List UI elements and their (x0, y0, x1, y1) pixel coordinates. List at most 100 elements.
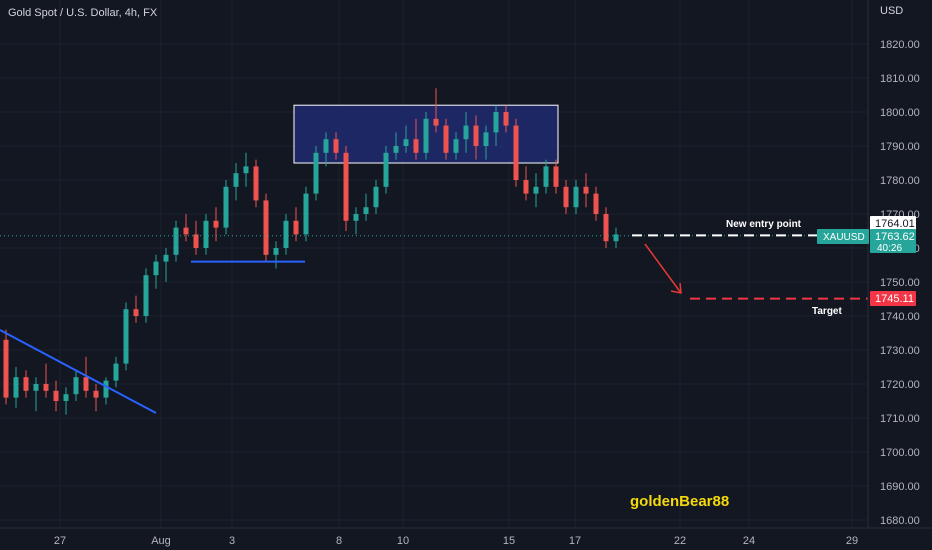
candle-body (183, 227, 189, 235)
entry-price-text: 1764.01 (875, 218, 915, 230)
candle-body (513, 125, 519, 180)
candle-body (133, 309, 139, 316)
entry-annotation-label: New entry point (726, 219, 802, 230)
price-tick-label: 1710.00 (880, 413, 920, 425)
candlestick-series (3, 88, 619, 415)
candle-body (233, 173, 239, 187)
candle-body (163, 254, 169, 262)
candle-body (583, 186, 589, 194)
candle-body (353, 214, 359, 221)
author-watermark: goldenBear88 (630, 493, 729, 510)
candle-body (63, 394, 69, 401)
candle-body (293, 220, 299, 235)
candle-body (433, 118, 439, 126)
price-tick-label: 1790.00 (880, 141, 920, 153)
candle-body (333, 139, 339, 153)
candle-body (463, 125, 469, 140)
candle-body (523, 180, 529, 194)
price-tick-label: 1820.00 (880, 39, 920, 51)
projection-arrowhead (670, 282, 682, 294)
projection-arrow-shaft (644, 243, 682, 294)
trend-line (0, 329, 157, 414)
candle-body (253, 166, 259, 201)
candle-body (3, 339, 9, 398)
time-tick-label: 3 (229, 535, 235, 547)
candle-body (313, 152, 319, 194)
candle-body (483, 132, 489, 146)
candle-body (343, 152, 349, 221)
time-tick-label: 8 (336, 535, 342, 547)
candle-body (203, 220, 209, 248)
time-tick-label: 24 (743, 535, 755, 547)
last-price-text: 1763.62 (875, 231, 915, 243)
candle-body (113, 363, 119, 381)
time-tick-label: 17 (569, 535, 581, 547)
price-tick-label: 1810.00 (880, 73, 920, 85)
candle-body (393, 146, 399, 153)
candle-body (403, 139, 409, 146)
entry-price-tag: 1764.01 (870, 216, 916, 231)
candle-body (263, 200, 269, 255)
price-tick-label: 1720.00 (880, 379, 920, 391)
candle-body (533, 186, 539, 194)
candle-body (493, 112, 499, 133)
candle-body (123, 309, 129, 364)
price-tick-label: 1740.00 (880, 311, 920, 323)
candle-body (553, 166, 559, 187)
candle-body (23, 377, 29, 391)
candle-body (383, 152, 389, 187)
candle-body (413, 139, 419, 153)
candle-body (53, 390, 59, 401)
candle-body (93, 390, 99, 398)
time-tick-label: Aug (151, 535, 171, 547)
candle-body (103, 380, 109, 398)
chart-grid (0, 0, 868, 528)
candle-body (13, 377, 19, 398)
symbol-title[interactable]: Gold Spot / U.S. Dollar, 4h, FX (8, 7, 158, 19)
candle-body (323, 139, 329, 153)
target-price-text: 1745.11 (875, 293, 914, 305)
candle-body (423, 118, 429, 153)
candle-body (373, 186, 379, 208)
candle-body (443, 125, 449, 153)
time-tick-label: 27 (54, 535, 66, 547)
candle-body (73, 377, 79, 395)
candle-body (363, 207, 369, 214)
candle-body (303, 193, 309, 235)
candle-body (243, 166, 249, 174)
time-axis[interactable]: 27 Aug 3 8 10 15 17 22 24 29 (54, 535, 858, 547)
candle-body (503, 112, 509, 126)
price-tick-label: 1680.00 (880, 515, 920, 527)
last-price-tag: 1763.62 40:26 (870, 229, 916, 254)
price-tick-label: 1800.00 (880, 107, 920, 119)
price-axis[interactable]: 1820.001810.001800.001790.001780.001770.… (880, 39, 920, 527)
candle-body (473, 125, 479, 146)
candle-body (593, 193, 599, 214)
candle-body (173, 227, 179, 255)
candle-body (543, 166, 549, 187)
candle-body (603, 214, 609, 242)
candle-body (223, 186, 229, 228)
currency-label: USD (880, 5, 903, 17)
candle-body (273, 248, 279, 255)
time-tick-label: 15 (503, 535, 515, 547)
candle-body (573, 186, 579, 208)
candle-body (143, 275, 149, 316)
candle-body (563, 186, 569, 208)
time-tick-label: 22 (674, 535, 686, 547)
symbol-price-tag: XAUUSD (817, 229, 869, 244)
candle-body (613, 234, 619, 242)
candle-body (43, 384, 49, 391)
candle-body (153, 261, 159, 276)
candle-body (33, 384, 39, 391)
candle-body (83, 377, 89, 391)
time-tick-label: 29 (846, 535, 858, 547)
symbol-tag-text: XAUUSD (823, 232, 865, 243)
price-tick-label: 1750.00 (880, 277, 920, 289)
price-tick-label: 1730.00 (880, 345, 920, 357)
target-annotation-label: Target (812, 306, 842, 317)
candle-body (213, 220, 219, 228)
countdown-text: 40:26 (877, 243, 902, 254)
